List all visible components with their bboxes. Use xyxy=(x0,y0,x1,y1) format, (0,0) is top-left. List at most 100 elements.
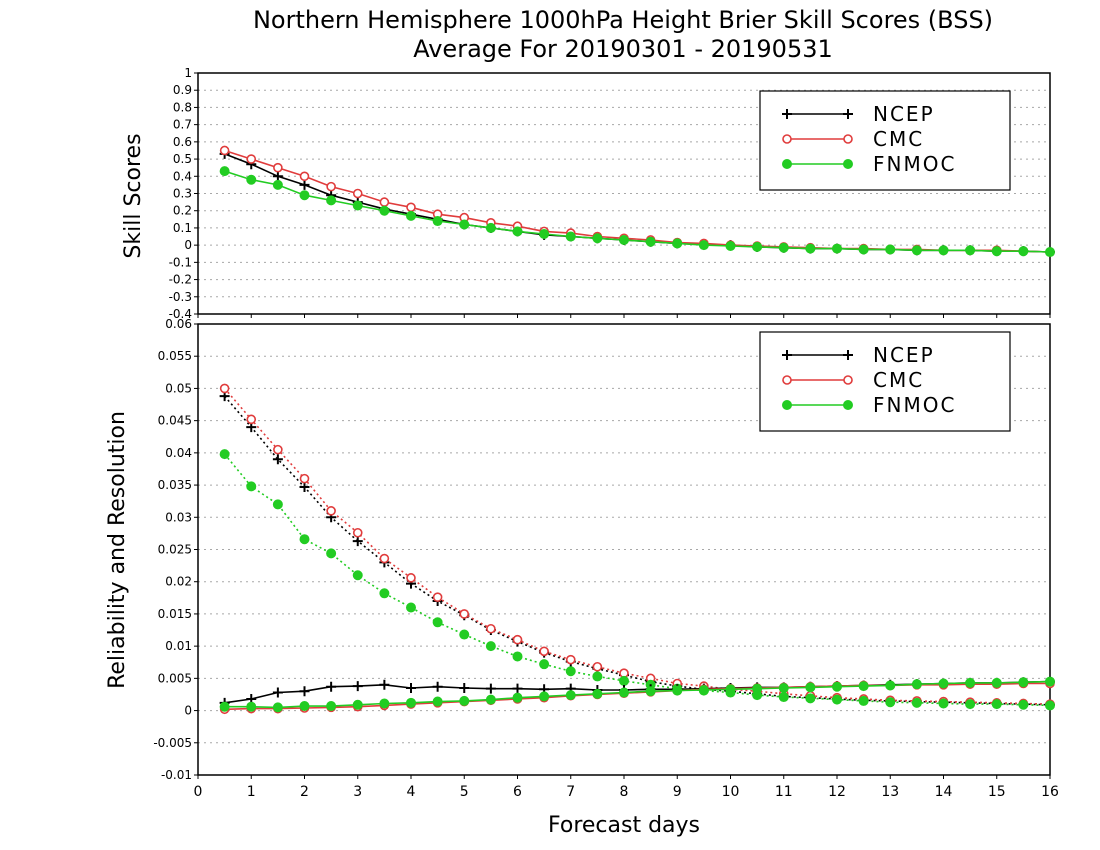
data-point xyxy=(272,499,283,510)
data-point xyxy=(991,246,1002,257)
data-point xyxy=(272,454,283,465)
x-tick-label: 4 xyxy=(407,784,416,800)
data-point xyxy=(512,683,523,694)
data-point xyxy=(858,244,869,255)
data-point xyxy=(273,162,283,173)
data-point xyxy=(512,226,523,237)
y-tick-label: 0.6 xyxy=(173,135,192,149)
legend-marker xyxy=(782,350,792,360)
data-point xyxy=(938,678,949,689)
data-point xyxy=(778,692,789,703)
legend-marker xyxy=(782,134,792,144)
data-point xyxy=(299,701,310,712)
y-tick-label: 0.9 xyxy=(173,83,192,97)
y-tick-label: 0.2 xyxy=(173,204,192,218)
legend-item-ncep: NCEP xyxy=(782,102,933,126)
data-point xyxy=(485,694,496,705)
data-point xyxy=(486,623,496,634)
data-point xyxy=(938,245,949,256)
legend-marker xyxy=(782,159,792,169)
data-point xyxy=(273,444,283,455)
y-tick-label: 0.03 xyxy=(165,510,192,524)
data-point xyxy=(565,666,576,677)
data-point xyxy=(406,573,416,583)
legend-marker xyxy=(843,350,853,360)
data-point xyxy=(299,473,310,484)
legend-item-ncep: NCEP xyxy=(782,343,933,367)
skill-score-panel: -0.4 -0.3 -0.2 -0.1 0 0.1 0.2 0.3 0.4 0.5 0.6 0.7 0.… xyxy=(169,66,1055,321)
y-tick-label: -0.2 xyxy=(169,273,192,287)
legend-marker xyxy=(843,134,853,144)
data-point xyxy=(379,698,390,709)
data-point xyxy=(299,686,310,697)
data-point xyxy=(991,677,1002,688)
data-point xyxy=(432,216,443,227)
data-point xyxy=(326,548,337,559)
data-point xyxy=(539,646,549,657)
x-tick-label: 7 xyxy=(566,784,575,800)
chart-title-line1: Northern Hemisphere 1000hPa Height Brier… xyxy=(253,6,993,34)
x-tick-label: 12 xyxy=(828,784,846,800)
legend-marker xyxy=(843,400,853,410)
legend-marker xyxy=(782,109,792,119)
data-point xyxy=(219,166,230,177)
data-point xyxy=(379,205,390,216)
legend-marker xyxy=(843,375,853,385)
legend-marker xyxy=(782,400,792,410)
data-point xyxy=(352,699,363,710)
data-point xyxy=(326,195,337,206)
legend-item-cmc: CMC xyxy=(782,127,924,151)
data-point xyxy=(645,236,656,247)
data-point xyxy=(299,179,310,190)
chart-title-line2: Average For 20190301 - 20190531 xyxy=(413,35,833,63)
y-tick-label: -0.005 xyxy=(153,736,192,750)
data-point xyxy=(645,686,656,697)
data-point xyxy=(352,188,363,199)
data-point xyxy=(592,688,603,699)
data-point xyxy=(858,681,869,692)
data-point xyxy=(752,683,763,694)
x-axis-label: Forecast days xyxy=(548,813,700,838)
data-point xyxy=(379,197,390,207)
legend-label: CMC xyxy=(873,368,924,392)
data-point xyxy=(406,202,416,213)
data-point xyxy=(1018,699,1029,710)
data-point xyxy=(432,592,443,602)
y-tick-label: 0.3 xyxy=(173,187,192,201)
data-point xyxy=(619,687,629,698)
data-point xyxy=(965,699,976,710)
data-point xyxy=(326,681,337,692)
data-point xyxy=(1045,700,1055,711)
y-tick-label: 0.005 xyxy=(158,671,192,685)
data-point xyxy=(805,243,816,254)
data-point xyxy=(246,174,257,185)
legend-label: CMC xyxy=(873,127,924,151)
data-point xyxy=(352,527,363,538)
data-point xyxy=(672,685,683,696)
x-tick-label: 15 xyxy=(988,784,1006,800)
data-point xyxy=(1045,247,1055,258)
y-tick-label: 0.025 xyxy=(158,543,192,557)
data-point xyxy=(698,240,709,251)
y-tick-label: 0.05 xyxy=(165,381,192,395)
data-point xyxy=(938,698,949,709)
data-point xyxy=(326,701,337,712)
data-point xyxy=(778,683,789,694)
x-tick-label: 3 xyxy=(353,784,362,800)
data-point xyxy=(885,697,896,708)
data-point xyxy=(832,694,842,705)
x-tick-label: 5 xyxy=(460,784,469,800)
data-point xyxy=(352,200,363,211)
y-tick-label: 0.015 xyxy=(158,607,192,621)
data-point xyxy=(246,154,257,164)
data-point xyxy=(219,145,230,156)
data-point xyxy=(965,677,976,688)
y-tick-label: 0.4 xyxy=(173,169,192,183)
data-point xyxy=(459,683,470,694)
y-tick-label: 0.04 xyxy=(165,446,192,460)
data-point xyxy=(885,680,896,691)
data-point xyxy=(725,241,736,252)
x-tick-label: 8 xyxy=(620,784,629,800)
data-point xyxy=(832,243,842,254)
